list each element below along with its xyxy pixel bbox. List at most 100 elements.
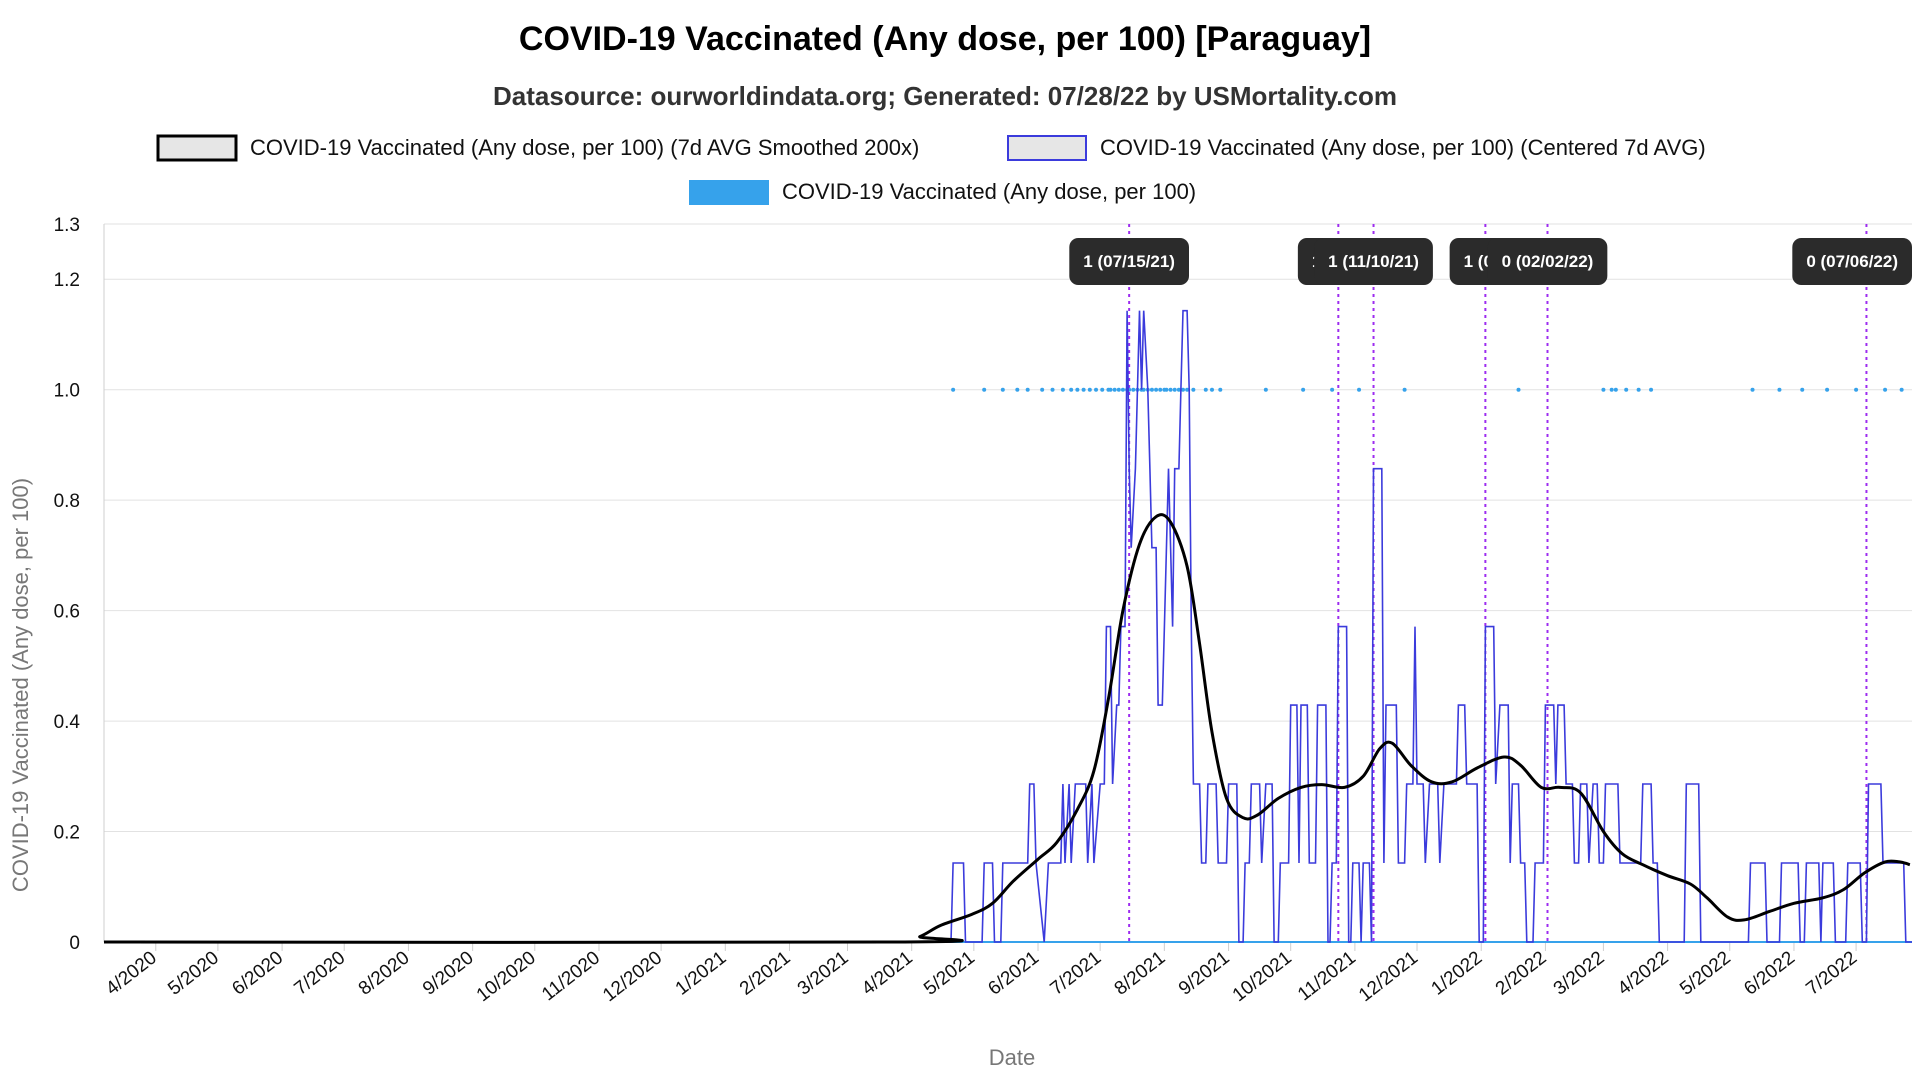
daily-point <box>1825 387 1830 392</box>
daily-point <box>1164 387 1169 392</box>
y-axis-title: COVID-19 Vaccinated (Any dose, per 100) <box>8 478 33 892</box>
y-tick-label: 0.2 <box>54 823 80 844</box>
y-tick-label: 0.8 <box>54 491 80 512</box>
legend-item-centered[interactable]: COVID-19 Vaccinated (Any dose, per 100) … <box>1007 135 1706 161</box>
x-tick-label: 1/2021 <box>672 947 731 999</box>
legend-swatch-daily <box>689 180 769 205</box>
x-tick-label: 2/2021 <box>736 947 795 999</box>
daily-point <box>1015 387 1020 392</box>
daily-point <box>1203 387 1208 392</box>
daily-point <box>1158 387 1163 392</box>
daily-point <box>1899 387 1904 392</box>
daily-point <box>1854 387 1859 392</box>
daily-point <box>1263 387 1268 392</box>
y-tick-label: 0.4 <box>54 712 81 733</box>
daily-point <box>1040 387 1045 392</box>
x-tick-label: 6/2022 <box>1740 947 1799 999</box>
daily-point <box>1800 387 1805 392</box>
daily-point <box>1402 387 1407 392</box>
y-tick-label: 1.3 <box>54 215 80 236</box>
x-tick-label: 5/2020 <box>164 947 223 999</box>
daily-point <box>1649 387 1654 392</box>
x-tick-label: 10/2020 <box>473 947 540 1006</box>
tooltip-box <box>1487 238 1608 285</box>
legend-label-centered: COVID-19 Vaccinated (Any dose, per 100) … <box>1100 135 1706 160</box>
annotation-labels: 1 (07/15/21)1 (10/21 (11/10/21)1 (01/0 (… <box>1069 238 1912 285</box>
daily-point <box>1750 387 1755 392</box>
chart-subtitle: Datasource: ourworldindata.org; Generate… <box>493 81 1397 111</box>
centered-7d-avg-line <box>104 309 1912 943</box>
daily-point <box>1613 387 1618 392</box>
daily-point <box>1357 387 1362 392</box>
tooltip-label: 0 (07/06/22) <box>1806 252 1898 271</box>
daily-point <box>1000 387 1005 392</box>
daily-point <box>1025 387 1030 392</box>
x-tick-label: 1/2022 <box>1428 947 1487 999</box>
x-tick-label: 7/2020 <box>291 947 350 999</box>
chart-title: COVID-19 Vaccinated (Any dose, per 100) … <box>519 20 1371 58</box>
x-tick-label: 11/2021 <box>1294 947 1360 1005</box>
annotation-tooltip: 1 (11/10/21) <box>1314 238 1433 285</box>
daily-point <box>1185 387 1190 392</box>
daily-point <box>1191 387 1196 392</box>
daily-point <box>1218 387 1223 392</box>
daily-point <box>1330 387 1335 392</box>
daily-point <box>1636 387 1641 392</box>
x-tick-label: 6/2021 <box>984 947 1043 999</box>
daily-point <box>1609 387 1614 392</box>
y-tick-label: 0 <box>69 933 80 954</box>
grid: 0 0.2 0.4 0.6 0.8 1.0 1.2 1.3 <box>54 215 1912 954</box>
daily-point <box>1100 387 1105 392</box>
daily-point <box>1075 387 1080 392</box>
tooltip-box <box>1069 238 1189 285</box>
daily-point <box>1777 387 1782 392</box>
x-tick-label: 7/2022 <box>1802 947 1861 999</box>
x-tick-label: 3/2021 <box>794 947 853 999</box>
daily-point <box>1624 387 1629 392</box>
x-tick-label: 2/2022 <box>1492 947 1551 999</box>
daily-point <box>1516 387 1521 392</box>
daily-point <box>1069 387 1074 392</box>
daily-point <box>1060 387 1065 392</box>
daily-point <box>1172 387 1177 392</box>
x-tick-label: 8/2020 <box>355 947 414 999</box>
x-tick-label: 12/2021 <box>1355 947 1422 1006</box>
tooltip-label: 1 (07/15/21) <box>1083 252 1175 271</box>
x-tick-label: 7/2021 <box>1047 947 1106 999</box>
daily-point <box>1081 387 1086 392</box>
tooltip-box <box>1314 238 1433 285</box>
x-tick-label: 11/2020 <box>538 947 604 1005</box>
smoothed-avg-line <box>103 513 1911 944</box>
x-tick-label: 4/2021 <box>858 947 917 999</box>
annotation-tooltip: 1 (07/15/21) <box>1069 238 1189 285</box>
tooltip-label: 0 (02/02/22) <box>1502 252 1594 271</box>
legend-label-smoothed: COVID-19 Vaccinated (Any dose, per 100) … <box>250 135 919 160</box>
x-tick-label: 9/2021 <box>1175 947 1234 999</box>
x-tick-label: 3/2022 <box>1550 947 1609 999</box>
annotation-tooltip: 0 (07/06/22) <box>1792 238 1912 285</box>
daily-point <box>951 387 956 392</box>
daily-point <box>1087 387 1092 392</box>
x-tick-label: 5/2021 <box>920 947 979 999</box>
legend-swatch-centered <box>1007 135 1087 161</box>
daily-point <box>1301 387 1306 392</box>
legend-item-smoothed[interactable]: COVID-19 Vaccinated (Any dose, per 100) … <box>156 134 919 162</box>
x-tick-label: 6/2020 <box>228 947 287 999</box>
x-tick-label: 5/2022 <box>1676 947 1735 999</box>
tooltip-box <box>1792 238 1912 285</box>
x-axis-ticks: 4/2020 5/2020 6/2020 7/2020 8/2020 9/202010/2… <box>102 942 1861 1006</box>
daily-point <box>1149 387 1154 392</box>
x-tick-label: 12/2020 <box>599 947 666 1006</box>
legend: COVID-19 Vaccinated (Any dose, per 100) … <box>156 134 1706 205</box>
legend-item-daily[interactable]: COVID-19 Vaccinated (Any dose, per 100) <box>689 179 1196 205</box>
daily-point <box>1141 387 1146 392</box>
y-tick-label: 1.0 <box>54 381 80 402</box>
daily-point <box>1108 387 1113 392</box>
daily-point <box>1154 387 1159 392</box>
x-axis-title: Date <box>989 1045 1035 1070</box>
x-tick-label: 9/2020 <box>419 947 478 999</box>
daily-point <box>1094 387 1099 392</box>
y-tick-label: 0.6 <box>54 602 80 623</box>
daily-point <box>1050 387 1055 392</box>
